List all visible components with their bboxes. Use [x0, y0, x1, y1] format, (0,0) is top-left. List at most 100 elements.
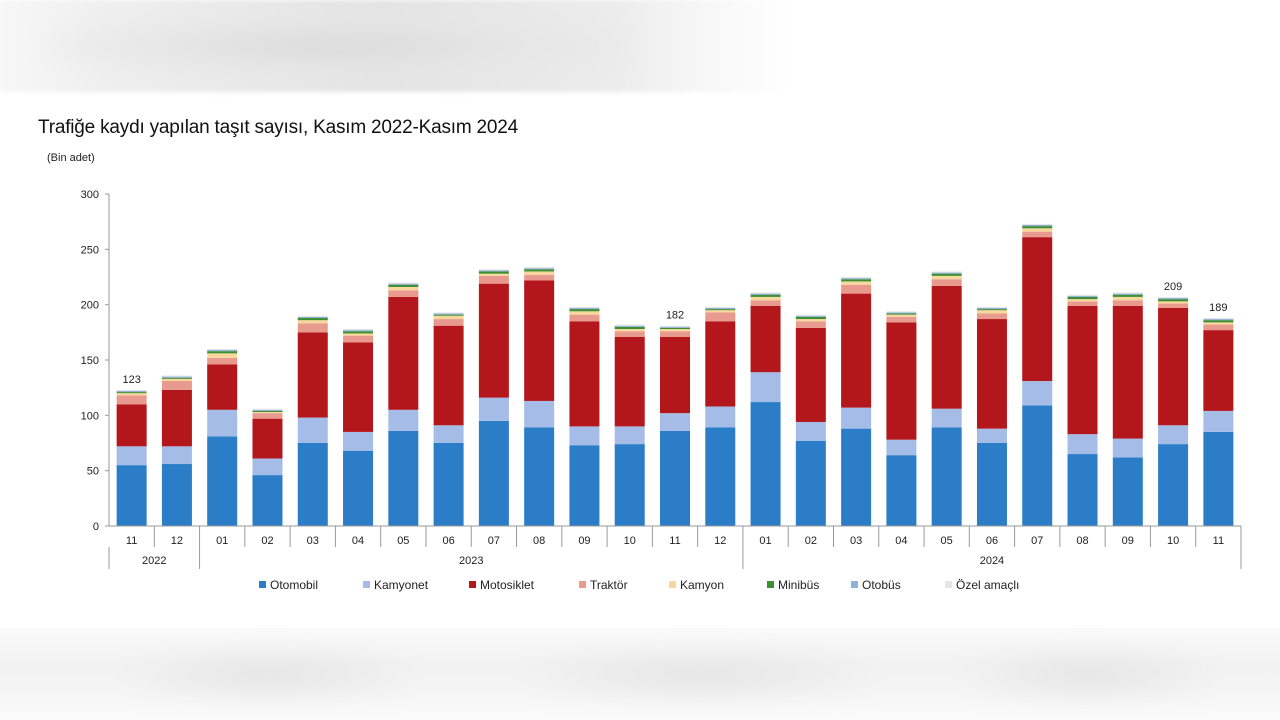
- bar-segment-otob-s: [388, 283, 419, 285]
- bar-segment-kamyon: [116, 393, 147, 396]
- bar-segment--zel-ama-l-: [614, 324, 645, 326]
- bar-segment-kamyon: [614, 329, 645, 332]
- x-tick-label: 10: [1167, 535, 1179, 547]
- bar-segment-minib-s: [750, 294, 781, 297]
- x-tick-label: 10: [624, 535, 636, 547]
- bar-segment-otob-s: [252, 409, 283, 411]
- legend-item: Minibüs: [767, 578, 819, 592]
- legend-swatch: [767, 581, 774, 588]
- bar-segment-motosiklet: [1112, 305, 1143, 439]
- bar-segment-kamyon: [1158, 301, 1189, 304]
- bar-segment-kamyonet: [1067, 434, 1098, 455]
- bar-segment-trakt-r: [1158, 303, 1189, 308]
- legend-item: Otomobil: [259, 578, 318, 592]
- bar-segment-otomobil: [433, 443, 464, 526]
- bar-segment-trakt-r: [161, 381, 192, 390]
- bar-segment-kamyon: [161, 378, 192, 382]
- bar-segment-kamyon: [841, 281, 872, 285]
- legend-swatch: [669, 581, 676, 588]
- bar-segment--zel-ama-l-: [252, 408, 283, 410]
- bar-segment-trakt-r: [750, 300, 781, 306]
- y-tick-label: 200: [81, 300, 99, 312]
- bar-segment-minib-s: [886, 313, 917, 315]
- bar-total-label: 189: [1209, 302, 1227, 314]
- bar-segment-kamyon: [297, 320, 328, 324]
- bar-segment-motosiklet: [524, 280, 555, 401]
- bar-segment-kamyonet: [388, 409, 419, 431]
- bar-segment-kamyonet: [614, 426, 645, 445]
- bar-total-label: 209: [1164, 281, 1182, 293]
- x-tick-label: 05: [397, 535, 409, 547]
- bar-segment-otomobil: [1158, 444, 1189, 526]
- legend-label: Kamyon: [680, 578, 725, 592]
- bar-segment-otob-s: [1112, 293, 1143, 295]
- chart-title: Trafiğe kaydı yapılan taşıt sayısı, Kası…: [38, 117, 519, 138]
- x-tick-label: 02: [805, 535, 817, 547]
- bar-segment-kamyon: [1112, 296, 1143, 301]
- bar-segment-motosiklet: [116, 404, 147, 447]
- bar-segment-motosiklet: [931, 285, 962, 409]
- bar-segment-otomobil: [1067, 454, 1098, 526]
- bar-segment--zel-ama-l-: [976, 306, 1007, 308]
- blurred-header-smudge: [40, 18, 640, 74]
- legend-label: Minibüs: [778, 578, 820, 592]
- legend-label: Kamyonet: [374, 578, 429, 592]
- bar-segment-minib-s: [569, 309, 600, 312]
- bar-segment-trakt-r: [252, 413, 283, 419]
- bar-segment-trakt-r: [207, 357, 238, 365]
- bar-segment--zel-ama-l-: [1067, 294, 1098, 296]
- bar-total-label: 123: [122, 374, 140, 386]
- bar-segment-motosiklet: [1067, 305, 1098, 435]
- bar-segment-motosiklet: [886, 322, 917, 440]
- bar-segment-minib-s: [841, 279, 872, 282]
- bar-segment-motosiklet: [343, 342, 374, 432]
- bar-segment-otob-s: [297, 316, 328, 318]
- bar-segment--zel-ama-l-: [1022, 223, 1053, 225]
- x-tick-label: 04: [895, 535, 907, 547]
- blurred-footer-smudge: [520, 650, 880, 700]
- bar-segment-minib-s: [161, 377, 192, 379]
- bar-segment-otomobil: [705, 427, 736, 526]
- bar-segment-trakt-r: [1022, 231, 1053, 238]
- bar-segment-otob-s: [795, 315, 826, 317]
- bar-segment-kamyon: [705, 310, 736, 313]
- bar-segment-kamyon: [388, 286, 419, 291]
- bar-segment-trakt-r: [1067, 301, 1098, 306]
- bar-segment-otob-s: [886, 312, 917, 314]
- bar-segment-otob-s: [433, 313, 464, 315]
- bar-segment-motosiklet: [161, 389, 192, 447]
- bar-segment-minib-s: [524, 269, 555, 272]
- bar-segment-minib-s: [795, 316, 826, 320]
- bar-segment-minib-s: [207, 351, 238, 354]
- bar-segment-motosiklet: [976, 319, 1007, 429]
- bar-segment-motosiklet: [478, 283, 509, 398]
- legend-item: Motosiklet: [469, 578, 534, 592]
- legend-label: Motosiklet: [480, 578, 535, 592]
- bar-segment-trakt-r: [931, 279, 962, 286]
- bar-segment-kamyon: [660, 329, 690, 332]
- bar-segment-trakt-r: [343, 335, 374, 343]
- bar-segment-motosiklet: [795, 327, 826, 422]
- bar-segment-motosiklet: [705, 321, 736, 407]
- bar-segment-kamyonet: [795, 421, 826, 441]
- blurred-header-area: [0, 0, 1280, 92]
- bar-segment-otomobil: [795, 440, 826, 526]
- bar-segment-minib-s: [1112, 294, 1143, 297]
- bar-segment-otob-s: [343, 330, 374, 332]
- legend-swatch: [851, 581, 858, 588]
- bar-segment-kamyon: [931, 275, 962, 280]
- bar-segment-motosiklet: [841, 293, 872, 408]
- bar-segment-motosiklet: [750, 305, 781, 373]
- bar-segment-otob-s: [1158, 298, 1189, 300]
- bar-segment-trakt-r: [569, 314, 600, 322]
- bar-segment-minib-s: [1158, 299, 1189, 302]
- legend-swatch: [469, 581, 476, 588]
- bar-segment-otomobil: [524, 427, 555, 526]
- bar-segment--zel-ama-l-: [660, 325, 690, 327]
- bar-segment-trakt-r: [841, 284, 872, 294]
- bar-segment-trakt-r: [388, 290, 419, 297]
- x-tick-label: 02: [261, 535, 273, 547]
- bar-segment-kamyon: [433, 315, 464, 320]
- x-tick-label: 08: [533, 535, 545, 547]
